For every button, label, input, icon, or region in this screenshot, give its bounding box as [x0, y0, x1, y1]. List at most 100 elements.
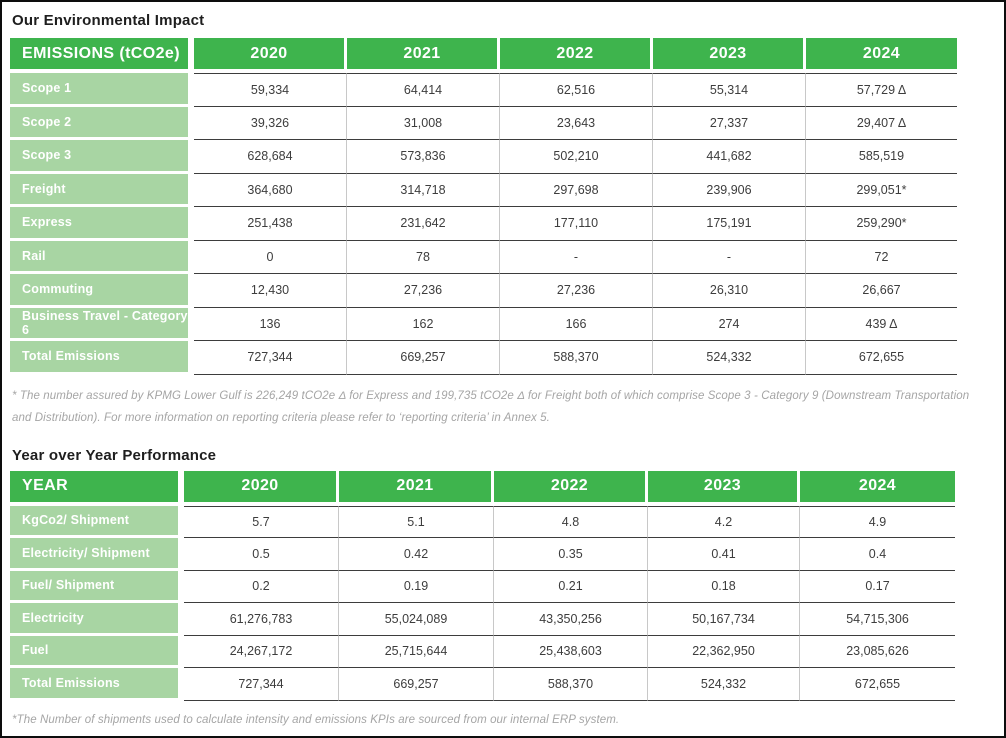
table-cell: 669,257 — [347, 341, 500, 375]
yoy-column-header-2023: 2023 — [648, 470, 800, 506]
row-label-fuel: Fuel — [10, 635, 184, 668]
table-cell: 0.4 — [800, 538, 955, 571]
table-cell: 727,344 — [184, 668, 339, 701]
table-cell: - — [500, 240, 653, 274]
table-cell: 0.21 — [494, 570, 648, 603]
table-cell: 239,906 — [653, 173, 806, 207]
table-cell: 136 — [194, 307, 347, 341]
row-label-electricity: Electricity — [10, 603, 184, 636]
row-label-scope-2: Scope 2 — [10, 106, 194, 140]
table-cell: 175,191 — [653, 207, 806, 241]
table-cell: 314,718 — [347, 173, 500, 207]
row-label-rail: Rail — [10, 240, 194, 274]
table-cell: 27,236 — [347, 274, 500, 308]
table-cell: 72 — [806, 240, 957, 274]
table-cell: 0.5 — [184, 538, 339, 571]
table-cell: 23,643 — [500, 106, 653, 140]
row-label-business-travel: Business Travel - Category 6 — [10, 307, 194, 341]
row-label-electricity-shipment: Electricity/ Shipment — [10, 538, 184, 571]
table-cell: 441,682 — [653, 140, 806, 174]
table-cell: 23,085,626 — [800, 635, 955, 668]
row-label-kgco2-shipment: KgCo2/ Shipment — [10, 505, 184, 538]
row-label-total-emissions-yoy: Total Emissions — [10, 668, 184, 701]
section-title-yoy-performance: Year over Year Performance — [12, 446, 217, 464]
row-label-total-emissions: Total Emissions — [10, 341, 194, 375]
emissions-column-header-2023: 2023 — [653, 38, 806, 73]
row-label-scope-3: Scope 3 — [10, 140, 194, 174]
table-cell: 61,276,783 — [184, 603, 339, 636]
yoy-performance-table: YEAR 2020 2021 2022 2023 2024 KgCo2/ Shi… — [10, 470, 996, 701]
table-cell: 0.18 — [648, 570, 800, 603]
table-cell: 524,332 — [653, 341, 806, 375]
row-label-freight: Freight — [10, 173, 194, 207]
emissions-table-header-label: EMISSIONS (tCO2e) — [10, 38, 194, 73]
table-cell: 274 — [653, 307, 806, 341]
table-cell: 364,680 — [194, 173, 347, 207]
table-cell: 0 — [194, 240, 347, 274]
table-cell: 59,334 — [194, 73, 347, 107]
table-cell: 299,051* — [806, 173, 957, 207]
table-cell: 43,350,256 — [494, 603, 648, 636]
table-cell: 78 — [347, 240, 500, 274]
table-cell: 0.19 — [339, 570, 494, 603]
table-cell: 27,337 — [653, 106, 806, 140]
footnote-line: * The number assured by KPMG Lower Gulf … — [12, 389, 970, 402]
table-cell: 672,655 — [800, 668, 955, 701]
table-cell: 55,024,089 — [339, 603, 494, 636]
footnote-erp-shipments: *The Number of shipments used to calcula… — [12, 713, 620, 726]
table-cell: 669,257 — [339, 668, 494, 701]
table-cell: 54,715,306 — [800, 603, 955, 636]
table-cell: 524,332 — [648, 668, 800, 701]
table-cell: 0.17 — [800, 570, 955, 603]
footnote-kpmg-assurance: * The number assured by KPMG Lower Gulf … — [12, 385, 996, 429]
table-cell: 4.9 — [800, 505, 955, 538]
table-cell: 0.42 — [339, 538, 494, 571]
table-cell: 62,516 — [500, 73, 653, 107]
emissions-column-header-2024: 2024 — [806, 38, 957, 73]
table-cell: 177,110 — [500, 207, 653, 241]
table-cell: 439 Δ — [806, 307, 957, 341]
table-cell: 672,655 — [806, 341, 957, 375]
table-cell: 259,290* — [806, 207, 957, 241]
table-cell: 297,698 — [500, 173, 653, 207]
footnote-line: and Distribution). For more information … — [12, 411, 550, 424]
emissions-column-header-2020: 2020 — [194, 38, 347, 73]
row-label-commuting: Commuting — [10, 274, 194, 308]
table-cell: 12,430 — [194, 274, 347, 308]
table-cell: 162 — [347, 307, 500, 341]
table-cell: - — [653, 240, 806, 274]
table-cell: 25,438,603 — [494, 635, 648, 668]
table-cell: 31,008 — [347, 106, 500, 140]
yoy-table-header-label: YEAR — [10, 470, 184, 506]
table-cell: 26,310 — [653, 274, 806, 308]
table-cell: 166 — [500, 307, 653, 341]
yoy-column-header-2021: 2021 — [339, 470, 494, 506]
table-cell: 64,414 — [347, 73, 500, 107]
table-cell: 628,684 — [194, 140, 347, 174]
table-cell: 26,667 — [806, 274, 957, 308]
table-cell: 573,836 — [347, 140, 500, 174]
table-cell: 231,642 — [347, 207, 500, 241]
section-title-environmental-impact: Our Environmental Impact — [12, 12, 205, 29]
row-label-fuel-shipment: Fuel/ Shipment — [10, 570, 184, 603]
table-cell: 27,236 — [500, 274, 653, 308]
table-cell: 29,407 Δ — [806, 106, 957, 140]
table-cell: 0.41 — [648, 538, 800, 571]
row-label-express: Express — [10, 207, 194, 241]
table-cell: 5.1 — [339, 505, 494, 538]
emissions-column-header-2021: 2021 — [347, 38, 500, 73]
table-cell: 588,370 — [500, 341, 653, 375]
table-cell: 251,438 — [194, 207, 347, 241]
emissions-column-header-2022: 2022 — [500, 38, 653, 73]
table-cell: 4.2 — [648, 505, 800, 538]
table-cell: 585,519 — [806, 140, 957, 174]
table-cell: 22,362,950 — [648, 635, 800, 668]
yoy-column-header-2024: 2024 — [800, 470, 955, 506]
table-cell: 57,729 Δ — [806, 73, 957, 107]
table-cell: 55,314 — [653, 73, 806, 107]
table-cell: 25,715,644 — [339, 635, 494, 668]
yoy-column-header-2022: 2022 — [494, 470, 648, 506]
row-label-scope-1: Scope 1 — [10, 73, 194, 107]
table-cell: 4.8 — [494, 505, 648, 538]
